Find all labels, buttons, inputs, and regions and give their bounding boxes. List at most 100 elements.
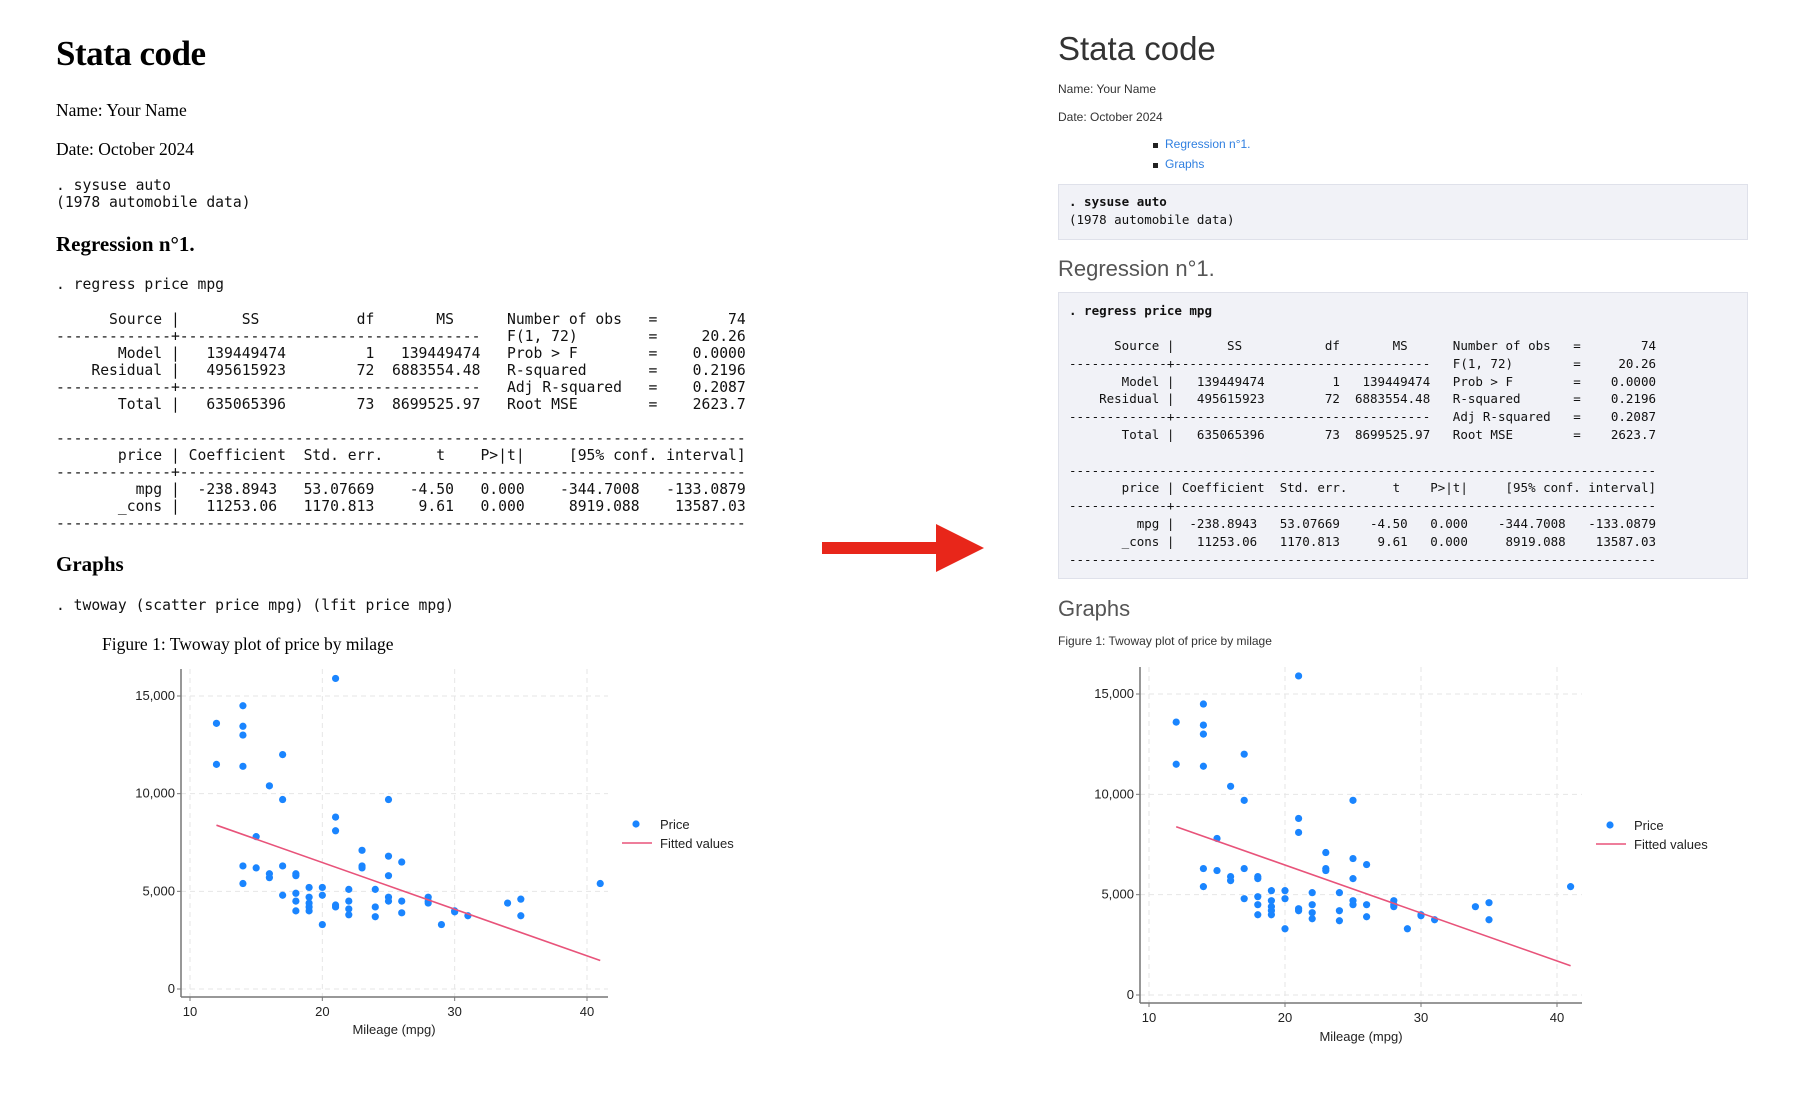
data-point [1295, 814, 1303, 823]
figure-caption: Figure 1: Twoway plot of price by milage [1058, 634, 1272, 648]
code-output: (1978 automobile data) [56, 194, 251, 211]
section-heading-graphs: Graphs [1058, 596, 1131, 621]
data-point [1199, 721, 1207, 729]
data-point [239, 862, 247, 870]
y-tick-label: 0 [1127, 987, 1134, 1002]
legend-label-price: Price [1634, 818, 1664, 833]
data-point [239, 762, 247, 770]
data-point [424, 897, 432, 905]
data-point [1240, 796, 1248, 804]
table-line: mpg | -238.8943 53.07669 -4.50 0.000 -34… [1069, 515, 1656, 531]
data-point [398, 897, 406, 905]
bullet-icon [1153, 163, 1158, 168]
table-line: -------------+--------------------------… [56, 328, 746, 345]
data-point [384, 795, 393, 804]
data-point [1254, 875, 1262, 883]
data-point [1308, 915, 1316, 923]
y-tick-label: 5,000 [142, 883, 175, 898]
data-point [517, 912, 525, 920]
data-point [331, 903, 340, 911]
table-line [56, 413, 746, 430]
data-point [1349, 897, 1357, 905]
table-line: price | Coefficient Std. err. t P>|t| [9… [56, 447, 746, 464]
toc-link-graphs[interactable]: Graphs [1165, 157, 1205, 171]
x-tick-label: 10 [183, 1004, 197, 1019]
table-line: _cons | 11253.06 1170.813 9.61 0.000 891… [56, 498, 746, 515]
table-line: Source | SS df MS Number of obs = 74 [1069, 338, 1656, 353]
data-point [384, 893, 393, 901]
data-point [292, 870, 300, 878]
data-point [1431, 916, 1439, 924]
x-tick-label: 20 [315, 1004, 329, 1019]
data-point [265, 874, 273, 882]
data-point [279, 795, 287, 804]
x-tick-label: 40 [580, 1004, 594, 1019]
data-point [1308, 909, 1316, 917]
data-point [1295, 828, 1303, 837]
regression-output-table: Source | SS df MS Number of obs = 74 ----… [1069, 337, 1656, 568]
table-line [1069, 444, 1656, 462]
data-point [371, 885, 379, 893]
data-point [398, 858, 406, 866]
table-line: _cons | 11253.06 1170.813 9.61 0.000 891… [1069, 533, 1656, 549]
fitted-line [216, 824, 601, 962]
date-text: Date: October 2024 [56, 139, 195, 159]
data-point [1267, 903, 1275, 911]
data-point [1322, 864, 1330, 873]
data-point [504, 899, 512, 907]
data-point [1213, 834, 1221, 843]
data-point [318, 891, 326, 899]
figure-caption: Figure 1: Twoway plot of price by milage [102, 634, 394, 654]
table-line: mpg | -238.8943 53.07669 -4.50 0.000 -34… [56, 481, 746, 498]
data-point [1417, 912, 1425, 920]
code-block: . regress price mpg Source | SS df MS Nu… [1058, 292, 1748, 579]
x-tick-label: 40 [1550, 1010, 1564, 1025]
data-point [292, 897, 300, 905]
table-line: -------------+--------------------------… [1069, 409, 1656, 425]
data-point [384, 852, 393, 860]
data-point [305, 899, 313, 907]
after-plot: 0 5,000 10,000 15,000 10 20 30 40 Mileage (mpg) P… [1094, 667, 1708, 1044]
code-line: . regress price mpg [1069, 303, 1212, 318]
data-point [345, 905, 353, 913]
data-point [1349, 901, 1357, 909]
data-point [1254, 901, 1262, 909]
data-point [1390, 897, 1398, 905]
data-point [1227, 782, 1235, 790]
x-axis-title: Mileage (mpg) [352, 1022, 435, 1037]
y-tick-label: 5,000 [1101, 887, 1134, 902]
fitted-line [1175, 825, 1571, 967]
data-point [1335, 889, 1343, 897]
data-point [1199, 730, 1207, 738]
data-point [1308, 901, 1316, 909]
data-point [331, 674, 340, 683]
data-point [1322, 866, 1330, 875]
data-point [279, 891, 287, 899]
data-point [424, 899, 432, 907]
data-point [239, 731, 247, 739]
table-line: ----------------------------------------… [1069, 551, 1656, 567]
data-point [371, 903, 379, 911]
data-point [1267, 897, 1275, 905]
legend-marker-price [1606, 821, 1614, 829]
legend-label-fitted: Fitted values [660, 836, 734, 851]
table-line: Model | 139449474 1 139449474 Prob > F =… [56, 345, 746, 362]
code-line: . sysuse auto [1069, 194, 1167, 209]
data-point [1240, 750, 1248, 758]
data-point [252, 864, 260, 872]
data-point [318, 883, 326, 892]
data-point [358, 862, 366, 870]
data-point [1199, 883, 1207, 891]
data-point [292, 889, 300, 897]
data-point [345, 885, 353, 893]
data-point [1199, 762, 1207, 770]
toc-link-regression[interactable]: Regression n°1. [1165, 137, 1251, 151]
x-axis-title: Mileage (mpg) [1319, 1029, 1402, 1044]
data-point [318, 920, 326, 929]
data-point [1349, 875, 1357, 883]
data-point [464, 912, 472, 920]
data-point [1172, 760, 1180, 768]
legend-label-fitted: Fitted values [1634, 837, 1708, 852]
data-point [212, 719, 221, 727]
data-point [1567, 883, 1575, 891]
